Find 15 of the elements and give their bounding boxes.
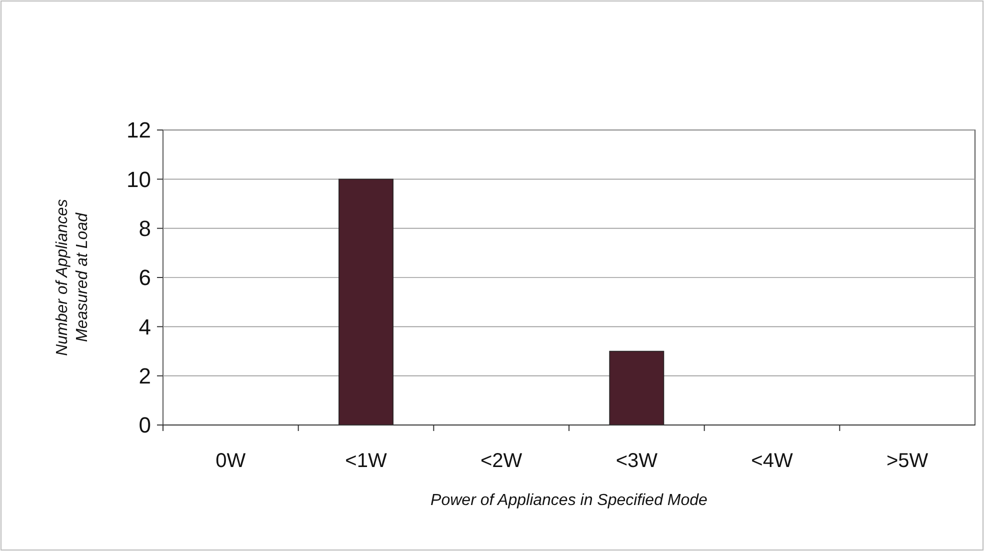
x-tick-label: <4W xyxy=(751,450,793,472)
y-tick-label: 4 xyxy=(138,314,151,340)
y-tick-label: 12 xyxy=(126,118,151,143)
x-tick-label: <2W xyxy=(480,450,522,472)
x-tick-label: >5W xyxy=(886,450,928,472)
x-tick-label: <1W xyxy=(345,450,387,472)
x-axis-title: Power of Appliances in Specified Mode xyxy=(430,492,708,509)
y-tick-label: 10 xyxy=(126,166,151,192)
y-tick-label: 0 xyxy=(138,412,151,438)
x-tick-label: 0W xyxy=(216,450,246,472)
y-tick-label: 2 xyxy=(138,364,151,389)
y-tick-label: 8 xyxy=(138,216,151,242)
y-tick-label: 6 xyxy=(138,265,151,290)
y-axis-title: Number of Appliances Measured at Load xyxy=(54,199,91,356)
x-tick-label: <3W xyxy=(616,450,658,472)
